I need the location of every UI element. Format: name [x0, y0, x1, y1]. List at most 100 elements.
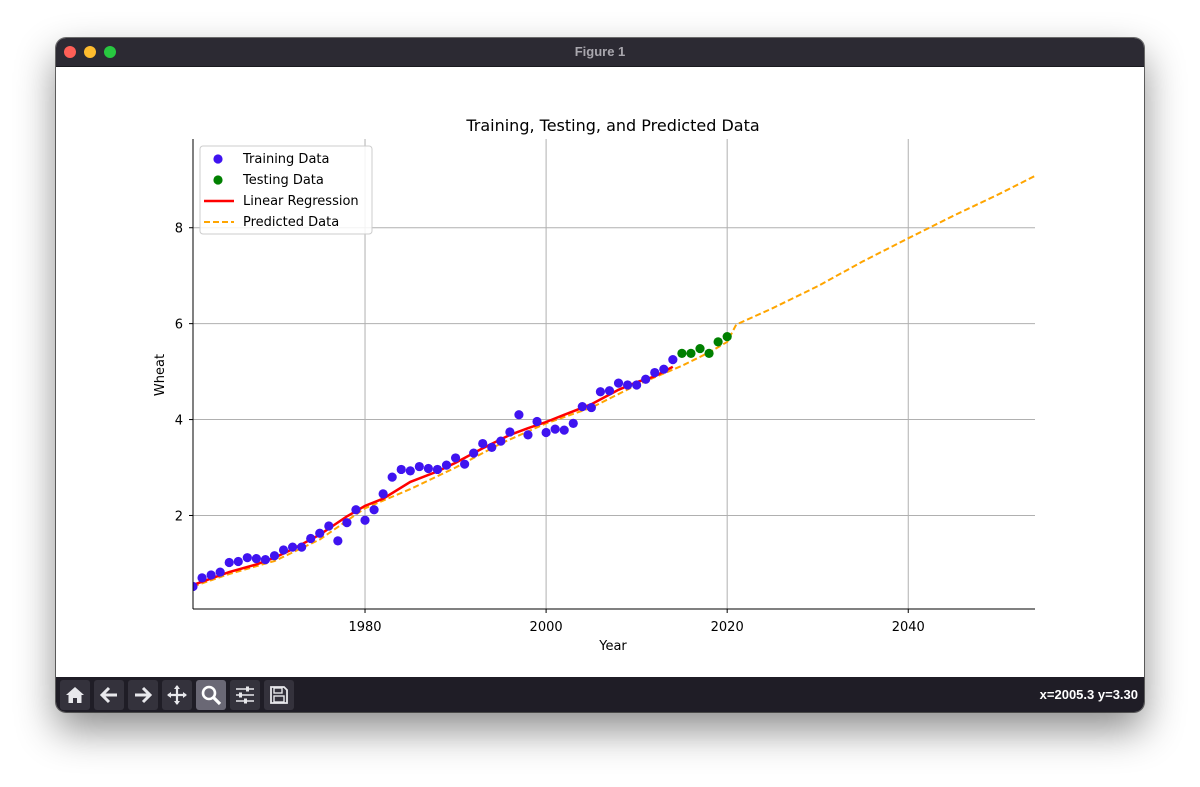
- training-data-point: [378, 489, 388, 499]
- y-axis-label: Wheat: [153, 354, 168, 396]
- y-tick-label: 8: [175, 222, 183, 237]
- testing-data-point: [677, 348, 687, 358]
- figure-window: Figure 1 1980 2000 2020 2040 2 4 6 8 Training, …: [56, 38, 1144, 712]
- zoom-icon: [201, 685, 222, 706]
- testing-data-point: [695, 343, 705, 354]
- x-tick-label: 2020: [711, 620, 744, 635]
- training-data-point: [324, 521, 334, 531]
- y-tick-label: 4: [175, 414, 183, 429]
- training-data-point: [423, 463, 433, 474]
- axes: 1980 2000 2020 2040 2 4 6 8: [175, 139, 1035, 635]
- training-data-point: [315, 528, 325, 538]
- legend-box: [199, 145, 373, 235]
- back-arrow-icon: [99, 686, 117, 704]
- y-tick-label: 6: [175, 318, 183, 333]
- home-button[interactable]: [60, 680, 90, 710]
- legend-marker-testing-data: [213, 175, 223, 185]
- training-data-point: [287, 542, 298, 552]
- training-data-point: [532, 416, 542, 427]
- training-data-point: [224, 557, 234, 568]
- training-data-point: [650, 367, 660, 378]
- training-data-point: [269, 551, 280, 561]
- training-data-point: [550, 424, 560, 434]
- training-data-point: [369, 505, 379, 515]
- training-data-point: [450, 453, 461, 463]
- training-data-point: [460, 459, 470, 469]
- training-data-point: [197, 573, 207, 583]
- training-data-point: [604, 386, 615, 396]
- chart-title: Training, Testing, and Predicted Data: [465, 116, 759, 135]
- training-data-point: [405, 466, 415, 476]
- linear-regression-line: [193, 365, 674, 587]
- training-data-point: [622, 380, 633, 390]
- configure-subplots-icon: [236, 686, 254, 704]
- legend-marker-training-data: [213, 154, 223, 164]
- series-group: [193, 175, 1035, 592]
- save-icon: [270, 686, 288, 704]
- training-data-point: [577, 402, 587, 412]
- x-axis-label: Year: [598, 639, 627, 654]
- testing-data-point: [722, 331, 732, 342]
- training-data-point: [297, 542, 307, 552]
- legend-label-linear-regression: Linear Regression: [243, 194, 359, 209]
- training-data-point: [260, 555, 271, 565]
- navigation-toolbar: x=2005.3 y=3.30: [56, 677, 1144, 712]
- forward-button[interactable]: [128, 680, 158, 710]
- legend: Training Data Testing Data Linear Regressi…: [199, 145, 373, 235]
- training-data-point: [342, 518, 352, 528]
- training-data-point: [333, 536, 343, 546]
- training-data-point: [668, 355, 678, 365]
- minimize-window-button[interactable]: [84, 46, 96, 58]
- title-bar: Figure 1: [56, 38, 1144, 67]
- legend-label-training-data: Training Data: [242, 152, 329, 167]
- save-figure-button[interactable]: [264, 680, 294, 710]
- training-data-point: [441, 460, 452, 470]
- legend-label-predicted-data: Predicted Data: [243, 215, 339, 230]
- chart[interactable]: 1980 2000 2020 2040 2 4 6 8 Training, Testing, …: [56, 67, 1144, 677]
- x-tick-label: 2040: [892, 620, 925, 635]
- training-data-point: [568, 418, 578, 428]
- x-tick-label: 1980: [348, 620, 381, 635]
- training-data-point: [387, 472, 397, 482]
- training-data-point: [360, 515, 370, 525]
- training-data-point: [215, 567, 225, 577]
- training-data-point: [632, 380, 642, 390]
- training-data-point: [478, 438, 488, 449]
- testing-data-point: [713, 337, 723, 347]
- figure-canvas[interactable]: 1980 2000 2020 2040 2 4 6 8 Training, Testing, …: [56, 67, 1144, 677]
- window-title: Figure 1: [574, 44, 626, 59]
- training-data-point: [233, 556, 243, 567]
- training-data-point: [206, 570, 216, 580]
- x-tick-label: 2000: [530, 620, 563, 635]
- training-data-point: [586, 402, 596, 413]
- training-data-point: [641, 374, 651, 384]
- training-data-point: [514, 410, 524, 420]
- training-data-point: [278, 545, 289, 555]
- pan-button[interactable]: [162, 680, 192, 710]
- cursor-coordinates: x=2005.3 y=3.30: [1039, 687, 1138, 702]
- training-data-point: [505, 427, 515, 437]
- plot-area: [193, 175, 1035, 592]
- maximize-window-button[interactable]: [104, 46, 116, 58]
- back-button[interactable]: [94, 680, 124, 710]
- training-data-point: [559, 425, 569, 435]
- close-window-button[interactable]: [64, 46, 76, 58]
- testing-data-point: [704, 348, 714, 358]
- zoom-button[interactable]: [196, 680, 226, 710]
- pan-icon: [167, 685, 187, 705]
- home-icon: [66, 687, 84, 703]
- y-tick-label: 2: [175, 509, 183, 524]
- training-data-point: [251, 554, 261, 564]
- training-data-point: [432, 464, 443, 475]
- training-data-point: [595, 387, 606, 397]
- training-data-point: [541, 427, 551, 438]
- training-data-point: [396, 464, 406, 475]
- training-data-point: [523, 430, 533, 440]
- configure-subplots-button[interactable]: [230, 680, 260, 710]
- training-data-point: [659, 364, 669, 374]
- legend-label-testing-data: Testing Data: [242, 173, 324, 188]
- training-data-point: [496, 436, 506, 446]
- training-data-point: [193, 581, 198, 592]
- testing-data-point: [686, 348, 696, 358]
- training-data-point: [351, 505, 361, 515]
